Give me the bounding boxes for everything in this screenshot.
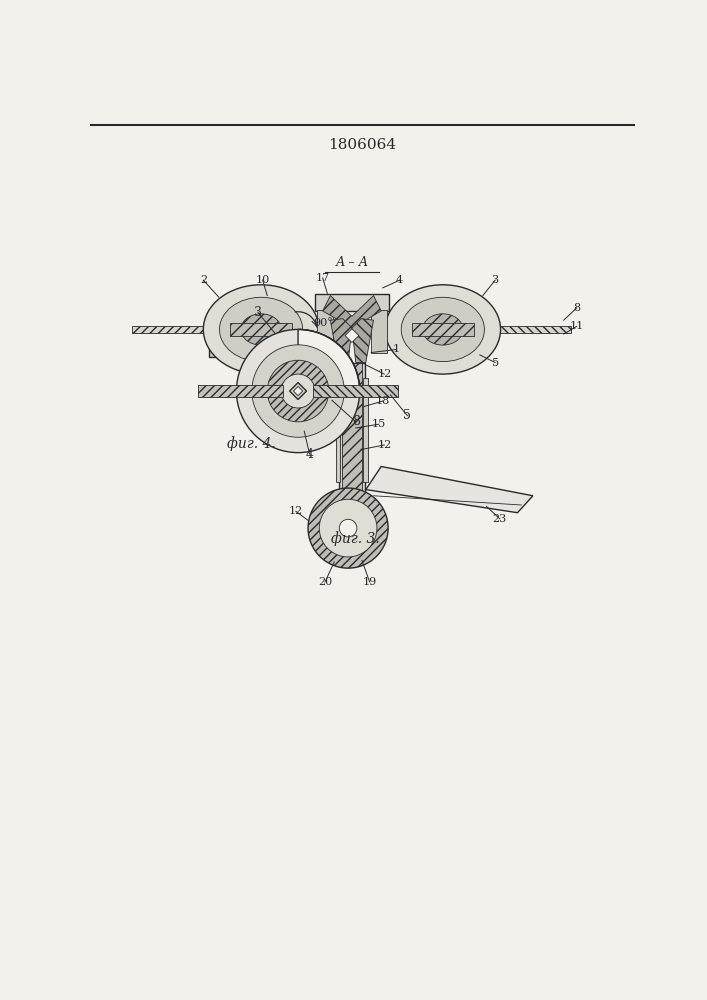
Ellipse shape [219,297,303,362]
Circle shape [339,519,357,537]
Text: 4: 4 [396,275,403,285]
Text: 3: 3 [491,275,498,285]
Bar [412,323,474,336]
Text: 23: 23 [493,514,507,524]
Text: 12: 12 [377,440,392,450]
Bar [336,378,340,482]
Ellipse shape [423,314,463,345]
Bar [230,323,292,336]
Polygon shape [322,296,381,328]
Bar [198,385,283,397]
Bar [317,310,333,353]
Polygon shape [345,329,359,343]
Circle shape [267,360,329,422]
Polygon shape [366,466,533,513]
Bar [339,363,365,497]
Text: 18: 18 [375,396,390,406]
Circle shape [252,345,344,437]
Ellipse shape [385,285,501,374]
Polygon shape [290,383,307,400]
Text: 2: 2 [200,275,207,285]
Bar [363,378,368,482]
Text: 8: 8 [352,415,360,428]
Text: 90°: 90° [313,318,333,328]
Text: 8: 8 [573,303,580,313]
Polygon shape [330,319,352,363]
Circle shape [213,344,220,351]
Circle shape [236,329,360,453]
Text: 4: 4 [305,448,314,461]
Text: фиг. 3.: фиг. 3. [332,531,380,546]
Text: 20: 20 [318,577,332,587]
Text: 5: 5 [491,358,498,368]
Text: 12: 12 [288,506,303,516]
Ellipse shape [204,285,319,374]
Text: 17: 17 [315,273,329,283]
Text: 1: 1 [393,344,400,354]
Polygon shape [352,319,373,363]
Bar [315,294,389,311]
Text: фиг. 4.: фиг. 4. [228,436,276,451]
Text: 5: 5 [404,409,411,422]
Text: 11: 11 [570,321,584,331]
Bar [209,315,223,357]
Bar [132,326,221,333]
Wedge shape [298,329,360,391]
Text: 12: 12 [377,369,392,379]
Text: 3: 3 [254,306,262,319]
Ellipse shape [402,297,484,362]
Bar [313,385,398,397]
Text: 19: 19 [363,577,377,587]
Bar [452,326,571,333]
Bar [371,310,387,353]
Text: 15: 15 [372,419,386,429]
Text: 1806064: 1806064 [328,138,396,152]
Bar [342,363,362,497]
Circle shape [308,488,388,568]
Text: А – А: А – А [335,256,368,269]
Ellipse shape [241,314,281,345]
Circle shape [320,499,377,557]
Text: 10: 10 [255,275,270,285]
Circle shape [281,374,315,408]
Polygon shape [293,386,303,396]
